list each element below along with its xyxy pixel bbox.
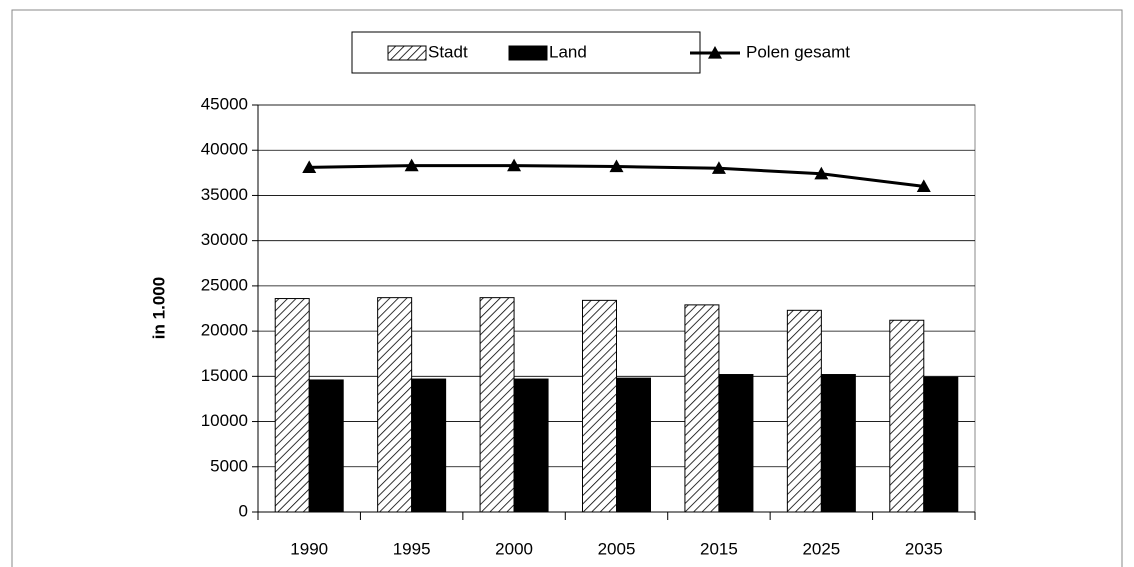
bar bbox=[582, 299, 617, 513]
x-tick-label: 1995 bbox=[393, 539, 431, 558]
bar bbox=[411, 378, 447, 513]
marker bbox=[404, 158, 419, 172]
y-tick-label: 5000 bbox=[210, 456, 248, 475]
legend-marker bbox=[708, 46, 722, 59]
legend-label: Land bbox=[549, 42, 587, 61]
bar bbox=[274, 298, 310, 513]
y-tick-label: 15000 bbox=[201, 366, 248, 385]
chart-border bbox=[11, 9, 1123, 567]
y-tick-label: 45000 bbox=[201, 94, 248, 113]
y-tick-label: 30000 bbox=[201, 230, 248, 249]
bar bbox=[513, 378, 549, 513]
y-tick-label: 40000 bbox=[201, 140, 248, 159]
bar bbox=[820, 374, 856, 513]
y-tick-label: 20000 bbox=[201, 321, 248, 340]
x-tick-label: 2015 bbox=[700, 539, 738, 558]
bar bbox=[684, 304, 720, 513]
bar bbox=[479, 297, 515, 513]
y-tick-label: 35000 bbox=[201, 185, 248, 204]
legend-swatch bbox=[387, 45, 427, 61]
marker bbox=[507, 158, 522, 172]
x-tick-label: 2035 bbox=[905, 539, 943, 558]
x-tick-label: 1990 bbox=[290, 539, 328, 558]
legend-label: Stadt bbox=[428, 42, 468, 61]
x-tick-label: 2000 bbox=[495, 539, 533, 558]
bar bbox=[377, 297, 413, 513]
x-tick-label: 2025 bbox=[802, 539, 840, 558]
bar bbox=[718, 374, 754, 513]
bar bbox=[923, 376, 959, 513]
bar bbox=[786, 309, 822, 513]
y-axis-label: in 1.000 bbox=[149, 277, 168, 339]
legend-label: Polen gesamt bbox=[746, 42, 850, 61]
marker bbox=[711, 161, 726, 174]
marker bbox=[302, 160, 317, 174]
bar bbox=[889, 319, 925, 513]
x-tick-label: 2005 bbox=[598, 539, 636, 558]
y-tick-label: 25000 bbox=[201, 275, 248, 294]
marker bbox=[814, 166, 829, 180]
y-tick-label: 10000 bbox=[201, 411, 248, 430]
legend-swatch bbox=[508, 45, 548, 61]
marker bbox=[609, 159, 624, 173]
marker bbox=[916, 179, 931, 192]
bar bbox=[616, 377, 651, 513]
y-tick-label: 0 bbox=[239, 501, 248, 520]
bar bbox=[308, 379, 344, 513]
